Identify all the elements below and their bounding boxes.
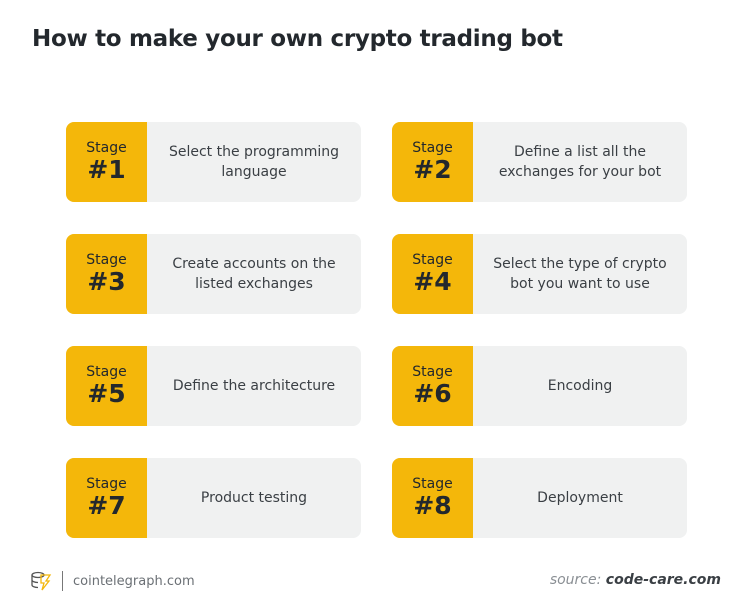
stage-label: Stage: [412, 476, 453, 492]
stage-label: Stage: [86, 140, 127, 156]
stage-badge: Stage #2: [392, 122, 473, 202]
stage-badge: Stage #5: [66, 346, 147, 426]
stage-label: Stage: [86, 252, 127, 268]
stage-card: Stage #7 Product testing: [66, 458, 361, 538]
stage-card: Stage #8 Deployment: [392, 458, 687, 538]
stage-card: Stage #4 Select the type of crypto bot you…: [392, 234, 687, 314]
source-prefix: source:: [549, 572, 606, 588]
stage-card: Stage #3 Create accounts on the listed exc…: [66, 234, 361, 314]
stage-badge: Stage #4: [392, 234, 473, 314]
stage-label: Stage: [86, 364, 127, 380]
stage-label: Stage: [412, 252, 453, 268]
stage-badge: Stage #8: [392, 458, 473, 538]
stage-badge: Stage #7: [66, 458, 147, 538]
stage-description: Select the programming language: [168, 144, 340, 180]
stage-card: Stage #6 Encoding: [392, 346, 687, 426]
stage-label: Stage: [412, 140, 453, 156]
divider: [62, 571, 63, 591]
footer-brand: cointelegraph.com: [30, 570, 195, 592]
stage-label: Stage: [86, 476, 127, 492]
stage-number: #1: [87, 155, 126, 184]
stage-card: Stage #5 Define the architecture: [66, 346, 361, 426]
stage-badge: Stage #3: [66, 234, 147, 314]
stage-description: Create accounts on the listed exchanges: [172, 256, 336, 292]
stage-label: Stage: [412, 364, 453, 380]
source-credit: source: code-care.com: [550, 572, 721, 588]
stage-number: #8: [413, 491, 452, 520]
stage-description: Select the type of crypto bot you want t…: [493, 256, 667, 292]
stage-card: Stage #2 Define a list all the exchanges f…: [392, 122, 687, 202]
stage-description: Encoding: [547, 378, 613, 394]
stage-badge: Stage #1: [66, 122, 147, 202]
stage-number: #5: [87, 379, 126, 408]
stage-number: #4: [413, 267, 452, 296]
page-title: How to make your own crypto trading bot: [32, 26, 563, 52]
stage-number: #7: [87, 491, 126, 520]
stage-card: Stage #1 Select the programming language: [66, 122, 361, 202]
source-name: code-care.com: [605, 572, 721, 588]
site-name: cointelegraph.com: [73, 573, 195, 589]
stage-description: Product testing: [200, 490, 308, 506]
cointelegraph-logo-icon: [31, 571, 52, 591]
stage-badge: Stage #6: [392, 346, 473, 426]
stage-description: Define the architecture: [172, 378, 336, 394]
stage-description: Deployment: [537, 490, 623, 506]
stage-number: #2: [413, 155, 452, 184]
stage-description: Define a list all the exchanges for your…: [498, 144, 662, 180]
stage-number: #3: [87, 267, 126, 296]
stage-number: #6: [413, 379, 452, 408]
